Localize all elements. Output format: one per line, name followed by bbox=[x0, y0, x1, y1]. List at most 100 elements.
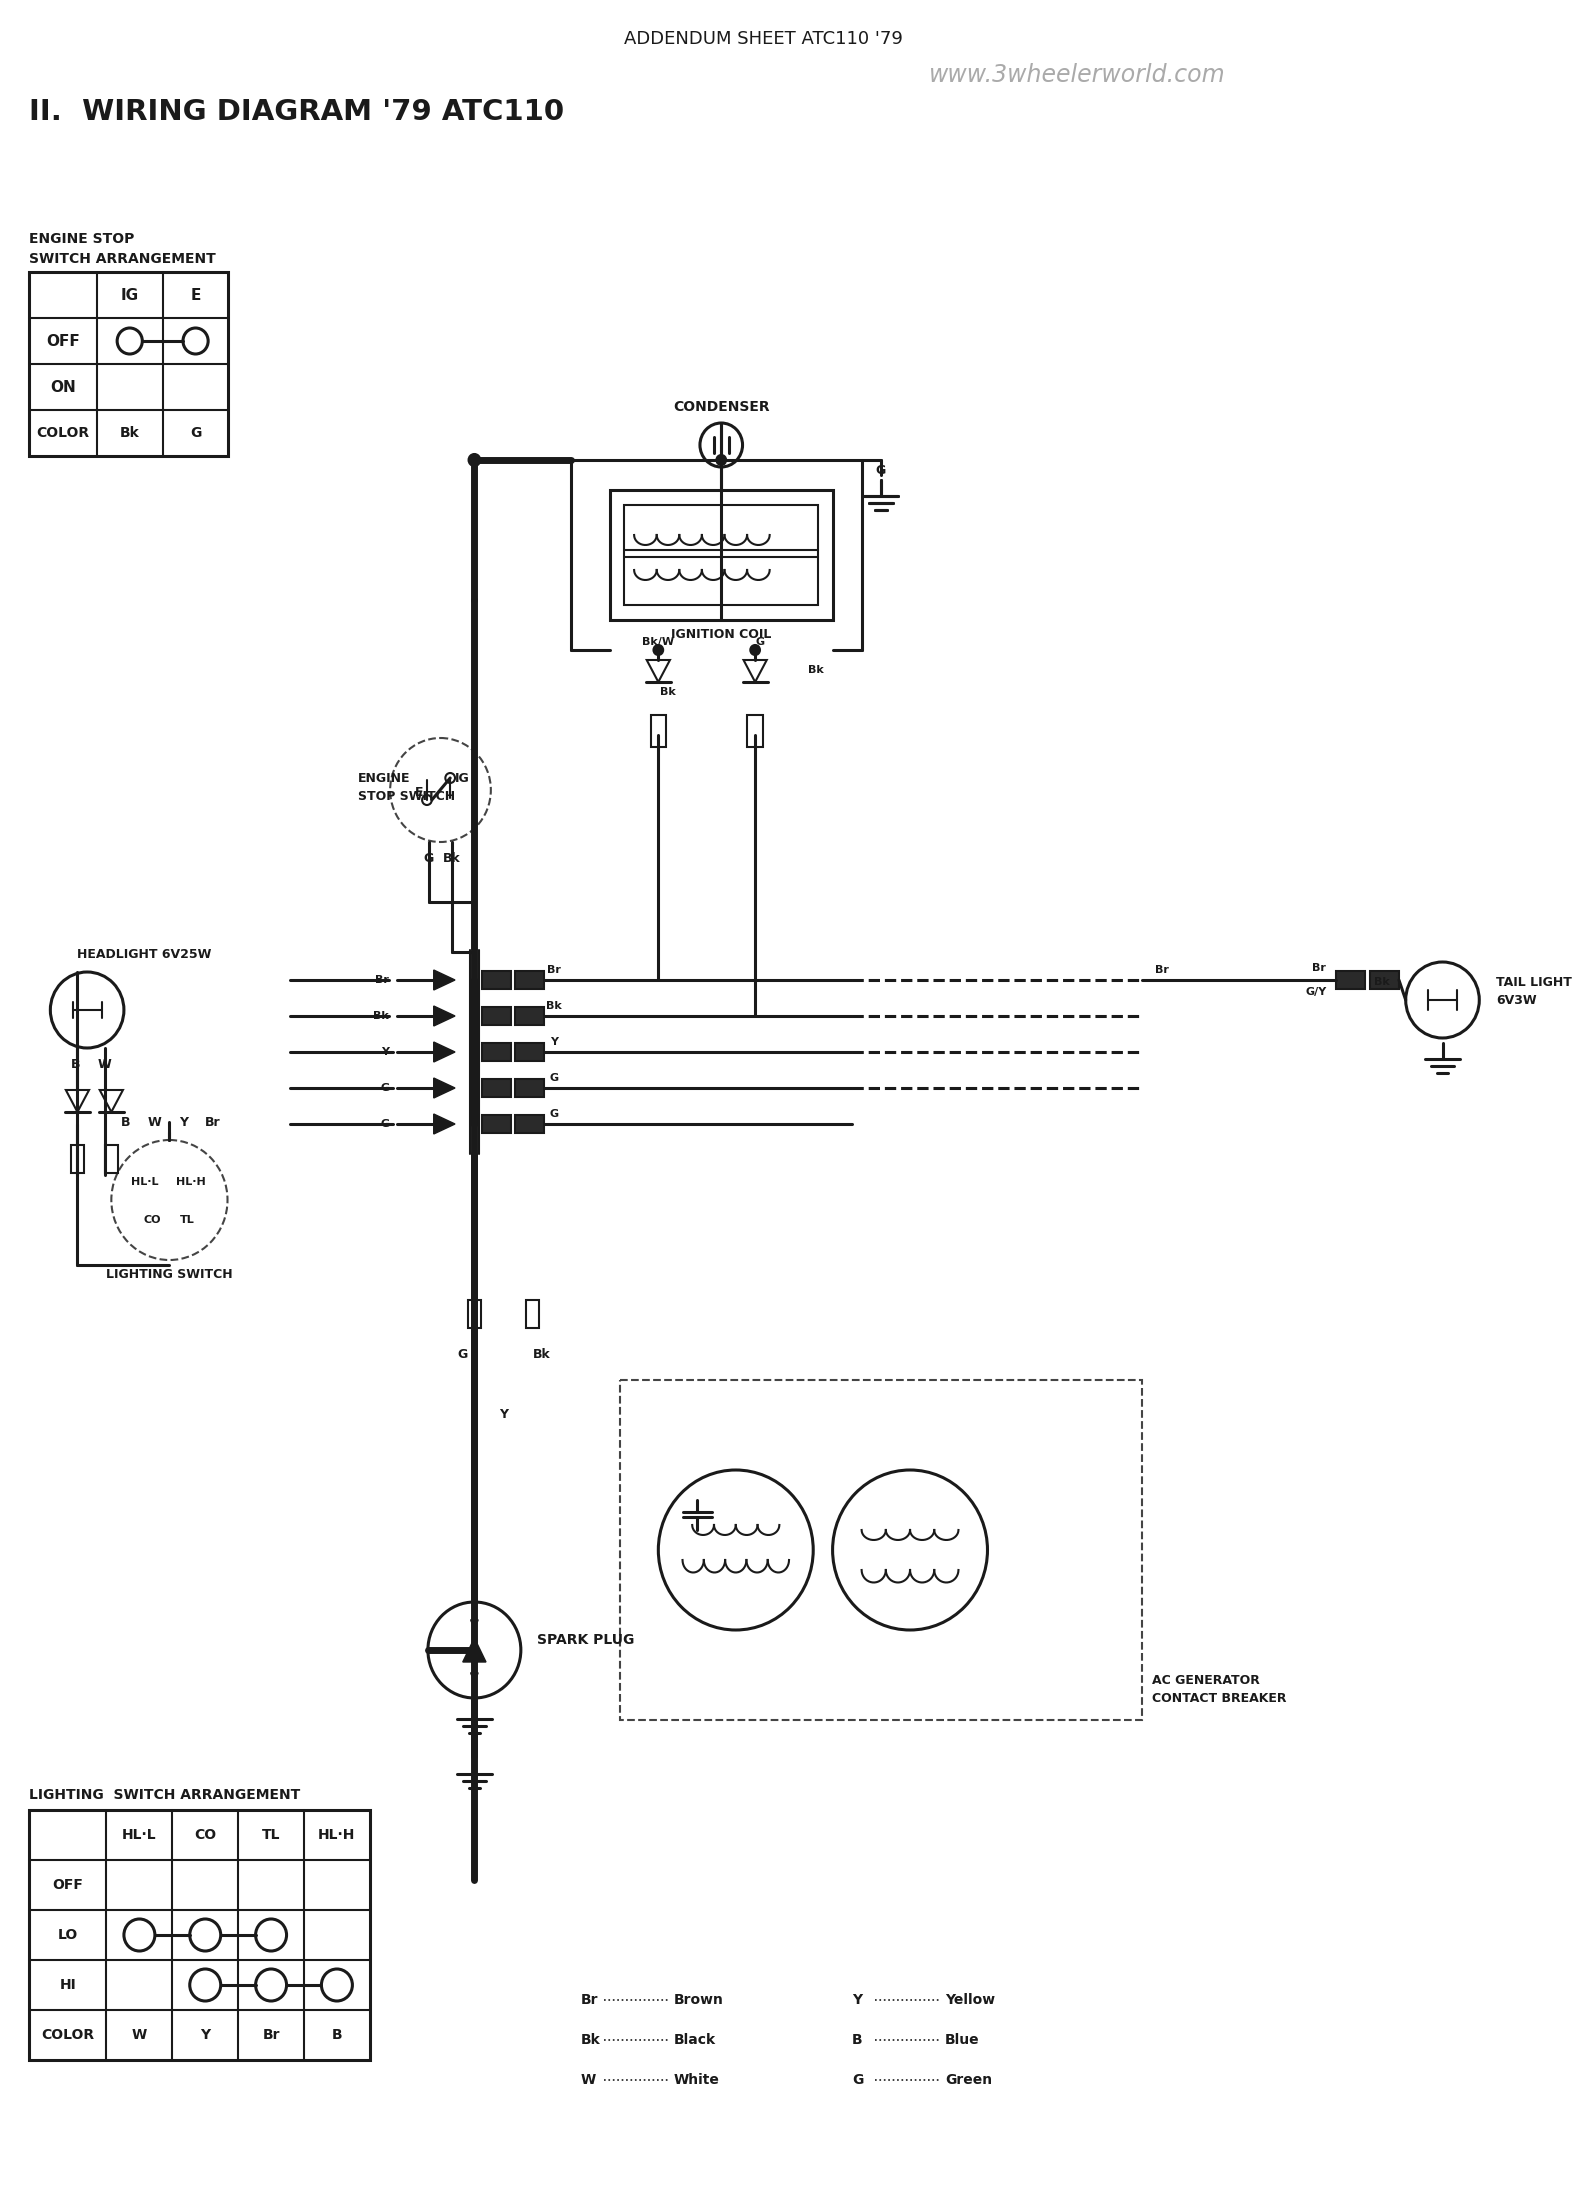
Polygon shape bbox=[434, 1114, 454, 1134]
Text: Green: Green bbox=[945, 2074, 993, 2087]
Text: W: W bbox=[148, 1117, 163, 1128]
Text: Y: Y bbox=[180, 1117, 188, 1128]
Circle shape bbox=[445, 774, 454, 783]
Polygon shape bbox=[434, 1006, 454, 1026]
Circle shape bbox=[469, 453, 480, 467]
Text: Br: Br bbox=[581, 1992, 598, 2008]
Text: G: G bbox=[549, 1110, 559, 1119]
Bar bbox=[514, 971, 544, 988]
Bar bbox=[1337, 971, 1365, 988]
Text: HL·L: HL·L bbox=[122, 1828, 156, 1842]
Bar bbox=[514, 1006, 544, 1026]
Text: Br: Br bbox=[205, 1117, 221, 1128]
Circle shape bbox=[183, 327, 208, 354]
Circle shape bbox=[112, 1141, 227, 1260]
Text: COLOR: COLOR bbox=[36, 427, 90, 440]
Bar bbox=[1370, 971, 1400, 988]
Text: OFF: OFF bbox=[52, 1877, 84, 1893]
Text: LIGHTING  SWITCH ARRANGEMENT: LIGHTING SWITCH ARRANGEMENT bbox=[28, 1789, 300, 1802]
Text: CONTACT BREAKER: CONTACT BREAKER bbox=[1152, 1691, 1286, 1705]
Circle shape bbox=[716, 455, 726, 464]
Circle shape bbox=[658, 1470, 813, 1630]
Bar bbox=[625, 504, 817, 606]
Text: CO: CO bbox=[144, 1216, 161, 1225]
Text: CONDENSER: CONDENSER bbox=[672, 400, 770, 413]
Circle shape bbox=[256, 1970, 287, 2001]
Text: G: G bbox=[380, 1119, 390, 1130]
Text: HEADLIGHT 6V25W: HEADLIGHT 6V25W bbox=[77, 949, 211, 962]
Bar bbox=[514, 1079, 544, 1097]
Text: Bk: Bk bbox=[443, 851, 461, 865]
Text: IG: IG bbox=[120, 287, 139, 303]
Text: SPARK PLUG: SPARK PLUG bbox=[537, 1634, 634, 1647]
Bar bbox=[514, 1114, 544, 1132]
Text: G: G bbox=[380, 1083, 390, 1092]
Polygon shape bbox=[434, 971, 454, 991]
Text: ON: ON bbox=[50, 380, 76, 394]
Text: COLOR: COLOR bbox=[41, 2027, 95, 2043]
Circle shape bbox=[125, 1919, 155, 1950]
Text: II.  WIRING DIAGRAM '79 ATC110: II. WIRING DIAGRAM '79 ATC110 bbox=[28, 97, 565, 126]
Bar bbox=[28, 272, 229, 455]
Text: TL: TL bbox=[180, 1216, 194, 1225]
Polygon shape bbox=[462, 1638, 486, 1663]
Text: ADDENDUM SHEET ATC110 '79: ADDENDUM SHEET ATC110 '79 bbox=[625, 31, 903, 49]
Text: Bk: Bk bbox=[374, 1010, 390, 1021]
Circle shape bbox=[701, 422, 743, 467]
Circle shape bbox=[117, 327, 142, 354]
Text: Y: Y bbox=[499, 1408, 508, 1422]
Text: LO: LO bbox=[58, 1928, 77, 1941]
Text: Bk: Bk bbox=[1373, 977, 1389, 986]
Text: Blue: Blue bbox=[945, 2032, 980, 2047]
Text: Br: Br bbox=[1313, 964, 1327, 973]
Circle shape bbox=[833, 1470, 988, 1630]
Bar bbox=[650, 714, 666, 747]
Text: www.3wheelerworld.com: www.3wheelerworld.com bbox=[929, 62, 1226, 86]
Text: E: E bbox=[191, 287, 200, 303]
Text: G: G bbox=[424, 851, 434, 865]
Circle shape bbox=[750, 646, 761, 654]
Text: B: B bbox=[71, 1059, 80, 1072]
Text: W: W bbox=[581, 2074, 596, 2087]
Circle shape bbox=[428, 1603, 521, 1698]
Text: TL: TL bbox=[262, 1828, 281, 1842]
Text: W: W bbox=[133, 2027, 147, 2043]
Text: G: G bbox=[852, 2074, 863, 2087]
Bar bbox=[28, 1811, 369, 2061]
Text: ENGINE STOP: ENGINE STOP bbox=[28, 232, 134, 245]
Text: W: W bbox=[98, 1059, 112, 1072]
Text: ENGINE: ENGINE bbox=[358, 772, 410, 785]
Text: Brown: Brown bbox=[674, 1992, 724, 2008]
Text: Bk: Bk bbox=[660, 688, 675, 696]
Text: G: G bbox=[189, 427, 202, 440]
Text: B: B bbox=[122, 1117, 131, 1128]
Circle shape bbox=[390, 738, 491, 842]
Text: Bk: Bk bbox=[533, 1349, 551, 1362]
Bar bbox=[483, 1006, 511, 1026]
Text: Bk: Bk bbox=[120, 427, 139, 440]
Text: HL·H: HL·H bbox=[175, 1176, 205, 1187]
Text: Black: Black bbox=[674, 2032, 716, 2047]
Circle shape bbox=[653, 646, 663, 654]
Text: Br: Br bbox=[262, 2027, 279, 2043]
Text: G/Y: G/Y bbox=[1305, 986, 1327, 997]
Text: G: G bbox=[756, 637, 764, 648]
Bar bbox=[514, 1044, 544, 1061]
Text: Bk: Bk bbox=[581, 2032, 601, 2047]
Bar bbox=[483, 971, 511, 988]
Bar bbox=[620, 1380, 1142, 1720]
Bar bbox=[611, 491, 833, 619]
Text: G: G bbox=[549, 1072, 559, 1083]
Bar bbox=[483, 1079, 511, 1097]
Text: LIGHTING SWITCH: LIGHTING SWITCH bbox=[106, 1269, 232, 1282]
Text: Y: Y bbox=[382, 1048, 390, 1057]
Text: OFF: OFF bbox=[46, 334, 80, 349]
Text: IGNITION COIL: IGNITION COIL bbox=[671, 628, 772, 641]
Bar bbox=[525, 1300, 540, 1329]
Text: White: White bbox=[674, 2074, 720, 2087]
Circle shape bbox=[189, 1970, 221, 2001]
Circle shape bbox=[256, 1919, 287, 1950]
Text: HL·H: HL·H bbox=[319, 1828, 355, 1842]
Bar bbox=[467, 1300, 481, 1329]
Text: CO: CO bbox=[194, 1828, 216, 1842]
